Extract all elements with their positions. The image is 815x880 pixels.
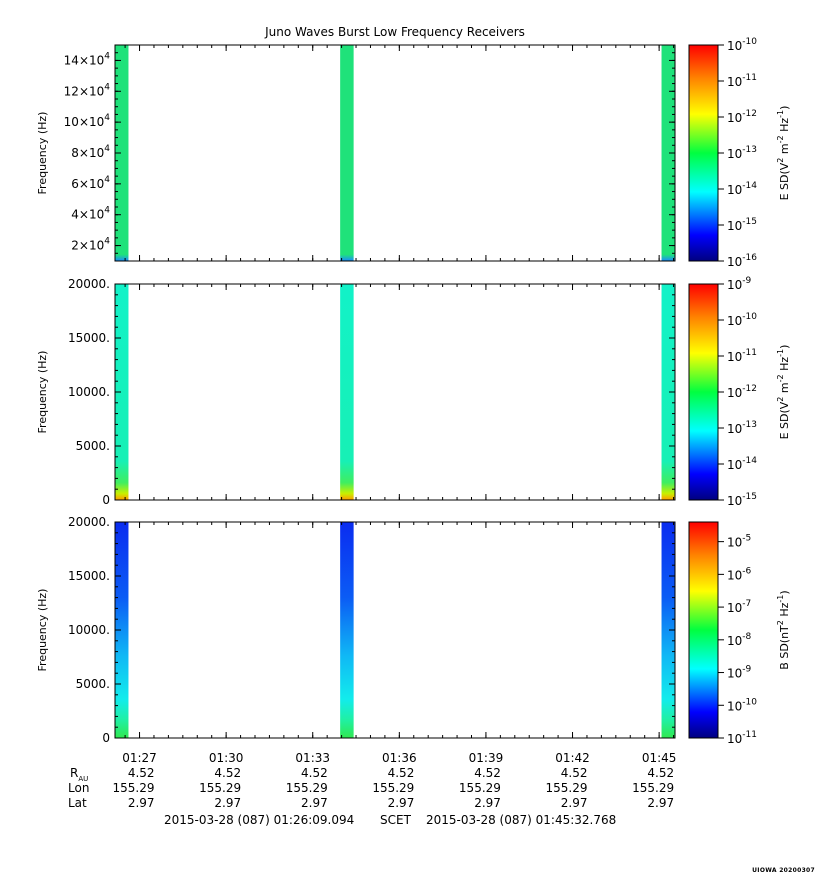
colorbar-label-2-1: 10-9 — [727, 276, 752, 292]
ytick-label-2-5: 20000. — [68, 277, 110, 291]
ephem-label-r: RAU — [70, 766, 88, 783]
ephem-value-3-1: 2.97 — [128, 796, 155, 810]
ephem-value-1-5: 4.52 — [474, 766, 501, 780]
producer-stamp: UIOWA 20200307 — [752, 867, 815, 874]
burst-2-2 — [340, 284, 354, 500]
xtick-label-2: 01:30 — [209, 751, 244, 765]
end-time: 2015-03-28 (087) 01:45:32.768 — [426, 813, 617, 827]
ytick-label-3-4: 15000. — [68, 569, 110, 583]
xtick-label-1: 01:27 — [122, 751, 157, 765]
ephem-label-lon: Lon — [68, 781, 89, 795]
colorbar-label-2-2: 10-10 — [727, 312, 757, 328]
panel-1: 2×104 4×104 6×104 8×104 10×104 12×104 14×104 Fr… — [36, 37, 791, 269]
ephem-value-1-7: 4.52 — [647, 766, 674, 780]
xtick-label-5: 01:39 — [469, 751, 504, 765]
colorbar-title-1: E SD(V2 m-2 Hz-1) — [776, 106, 791, 201]
colorbar-label-2-4: 10-12 — [727, 384, 757, 400]
colorbar-label-3-5: 10-9 — [727, 665, 752, 681]
ephem-value-2-6: 155.29 — [546, 781, 588, 795]
ephem-value-3-6: 2.97 — [561, 796, 588, 810]
ytick-label-2-1: 0 — [102, 493, 110, 507]
plot-frame-1 — [114, 44, 676, 262]
colorbar-label-3-6: 10-10 — [727, 697, 757, 713]
ytick-label-2-2: 5000. — [76, 439, 110, 453]
ephem-value-1-3: 4.52 — [301, 766, 328, 780]
ytick-label-2-3: 10000. — [68, 385, 110, 399]
ephem-label-lat: Lat — [68, 796, 87, 810]
ytick-label-1-6: 12×104 — [64, 82, 111, 98]
ytick-label-1-2: 4×104 — [71, 206, 110, 222]
ytick-label-1-1: 2×104 — [71, 237, 110, 253]
colorbar-1 — [688, 44, 719, 262]
colorbar-label-3-1: 10-5 — [727, 534, 751, 550]
ephem-value-2-5: 155.29 — [459, 781, 501, 795]
ephem-value-2-7: 155.29 — [632, 781, 674, 795]
ephem-value-2-1: 155.29 — [113, 781, 155, 795]
colorbar-label-1-5: 10-14 — [727, 181, 757, 197]
colorbar-title-3: B SD(nT2 Hz-1) — [776, 590, 791, 669]
colorbar-title-2: E SD(V2 m-2 Hz-1) — [776, 345, 791, 440]
colorbar-label-1-6: 10-15 — [727, 217, 757, 233]
colorbar-label-1-2: 10-11 — [727, 73, 757, 89]
burst-1-2 — [340, 45, 354, 261]
ephem-value-3-5: 2.97 — [474, 796, 501, 810]
colorbar-label-3-3: 10-7 — [727, 599, 751, 615]
ephem-value-1-1: 4.52 — [128, 766, 155, 780]
ytick-label-3-5: 20000. — [68, 515, 110, 529]
burst-1-3 — [661, 45, 675, 261]
ytick-label-2-4: 15000. — [68, 331, 110, 345]
xtick-label-4: 01:36 — [382, 751, 417, 765]
ephem-value-3-4: 2.97 — [388, 796, 415, 810]
colorbar-label-2-6: 10-14 — [727, 456, 757, 472]
start-time: 2015-03-28 (087) 01:26:09.094 — [164, 813, 355, 827]
colorbar-label-2-5: 10-13 — [727, 420, 757, 436]
ephem-value-2-3: 155.29 — [286, 781, 328, 795]
ylabel-2: Frequency (Hz) — [36, 351, 49, 434]
ytick-label-3-2: 5000. — [76, 677, 110, 691]
colorbar-label-1-3: 10-12 — [727, 109, 757, 125]
colorbar-label-1-7: 10-16 — [727, 253, 757, 269]
burst-1-1 — [115, 45, 129, 261]
ephem-value-1-2: 4.52 — [214, 766, 241, 780]
plot-frame-2 — [114, 283, 676, 501]
time-frame-label: SCET — [380, 813, 411, 827]
ytick-label-1-5: 10×104 — [64, 113, 111, 129]
colorbar-3 — [688, 521, 719, 739]
ylabel-1: Frequency (Hz) — [36, 112, 49, 195]
ytick-label-1-3: 6×104 — [71, 175, 110, 191]
ytick-label-1-4: 8×104 — [71, 144, 110, 160]
colorbar-label-2-7: 10-15 — [727, 492, 757, 508]
colorbar-label-1-4: 10-13 — [727, 145, 757, 161]
ytick-label-1-7: 14×104 — [64, 51, 111, 67]
ephem-value-3-7: 2.97 — [647, 796, 674, 810]
ephem-value-3-2: 2.97 — [214, 796, 241, 810]
xtick-label-7: 01:45 — [642, 751, 677, 765]
xtick-label-3: 01:33 — [295, 751, 330, 765]
colorbar-label-1-1: 10-10 — [727, 37, 757, 53]
colorbar-label-3-4: 10-8 — [727, 632, 752, 648]
ylabel-3: Frequency (Hz) — [36, 589, 49, 672]
xtick-label-6: 01:42 — [555, 751, 590, 765]
ephem-value-3-3: 2.97 — [301, 796, 328, 810]
ephem-value-1-4: 4.52 — [388, 766, 415, 780]
colorbar-label-3-2: 10-6 — [727, 566, 752, 582]
panel-3: 0 5000. 10000. 15000. 20000. Frequency (Hz) 10… — [36, 515, 791, 746]
ephem-value-2-4: 155.29 — [372, 781, 414, 795]
ytick-label-3-3: 10000. — [68, 623, 110, 637]
chart-title: Juno Waves Burst Low Frequency Receivers — [265, 25, 525, 39]
panel-2: 0 5000. 10000. 15000. 20000. Frequency (Hz) 10… — [36, 276, 791, 508]
ytick-label-3-1: 0 — [102, 731, 110, 745]
burst-3-2 — [340, 522, 354, 738]
colorbar-2 — [688, 283, 719, 501]
ephem-value-1-6: 4.52 — [561, 766, 588, 780]
colorbar-label-2-3: 10-11 — [727, 348, 757, 364]
plot-frame-3 — [114, 521, 676, 739]
ephem-value-2-2: 155.29 — [199, 781, 241, 795]
colorbar-label-3-7: 10-11 — [727, 730, 757, 746]
